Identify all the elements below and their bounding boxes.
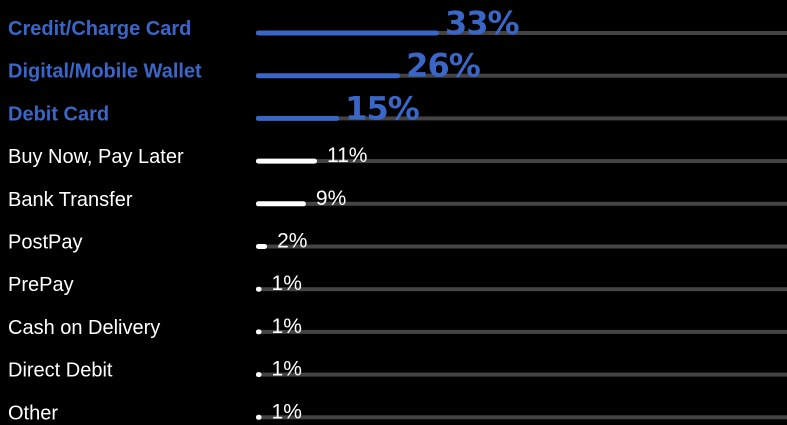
category-label: Other — [8, 402, 58, 424]
category-label: Direct Debit — [8, 360, 113, 382]
bar — [256, 30, 439, 36]
bar-track — [256, 116, 787, 121]
category-label: PostPay — [8, 232, 82, 254]
bar — [256, 286, 262, 292]
bar — [256, 329, 262, 335]
bar — [256, 244, 268, 249]
category-label: Buy Now, Pay Later — [8, 146, 184, 168]
bar — [256, 201, 306, 207]
bar — [256, 372, 262, 378]
category-label: Cash on Delivery — [8, 317, 160, 339]
bar — [256, 158, 317, 164]
bar-track — [256, 159, 787, 164]
bar — [256, 115, 340, 121]
value-label: 9% — [316, 187, 346, 210]
category-label: Bank Transfer — [8, 189, 133, 211]
value-label: 11% — [327, 144, 367, 167]
value-label: 1% — [272, 315, 302, 338]
bar-track — [256, 244, 787, 249]
bar-track — [256, 287, 787, 292]
value-label: 1% — [272, 358, 302, 381]
value-label: 1% — [272, 272, 302, 295]
bar — [256, 73, 401, 79]
value-label: 1% — [272, 400, 302, 423]
value-label: 2% — [277, 230, 307, 253]
bar-track — [256, 201, 787, 206]
category-label: Debit Card — [8, 103, 109, 125]
bar-track — [256, 73, 787, 78]
bar-track — [256, 372, 787, 377]
category-label: Credit/Charge Card — [8, 18, 191, 40]
category-label: PrePay — [8, 274, 74, 296]
value-label: 15% — [345, 89, 420, 127]
value-label: 33% — [445, 4, 520, 42]
bar-track — [256, 329, 787, 334]
bar-track — [256, 31, 787, 35]
value-label: 26% — [406, 47, 481, 85]
bar-track — [256, 415, 787, 420]
bar — [256, 414, 262, 420]
category-label: Digital/Mobile Wallet — [8, 61, 202, 83]
